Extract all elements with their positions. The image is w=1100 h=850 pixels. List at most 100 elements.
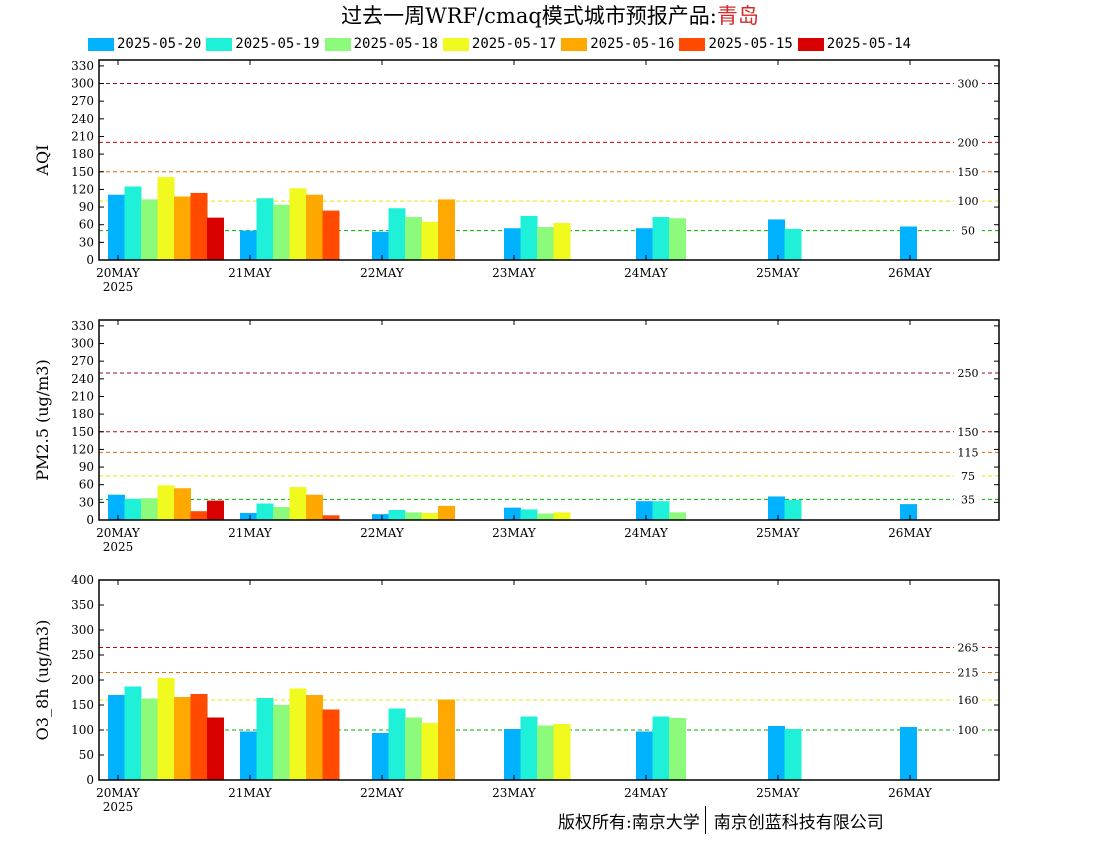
legend-label: 2025-05-20 <box>117 36 202 52</box>
x-year-label: 2025 <box>103 540 134 554</box>
bar <box>124 686 142 780</box>
y-tick-label: 30 <box>79 235 94 249</box>
x-tick-label: 21MAY <box>228 526 273 540</box>
x-tick-label: 20MAY <box>96 526 141 540</box>
bar <box>256 698 274 780</box>
bar <box>405 717 422 780</box>
bar <box>372 231 389 260</box>
bar <box>157 485 175 520</box>
bar <box>520 215 538 260</box>
bar <box>652 217 670 260</box>
y-tick-label: 200 <box>71 673 94 687</box>
legend-swatch <box>442 37 469 51</box>
bar <box>240 512 257 520</box>
bar <box>372 514 389 520</box>
x-tick-label: 21MAY <box>228 266 273 280</box>
bar <box>768 726 785 780</box>
bar <box>636 731 653 780</box>
y-tick-label: 60 <box>79 478 94 492</box>
bar <box>190 511 208 520</box>
copyright-text: 版权所有:南京大学 <box>558 812 700 833</box>
bar <box>537 227 554 260</box>
y-tick-label: 210 <box>71 129 94 143</box>
threshold-label: 250 <box>958 367 979 380</box>
bar <box>636 228 653 260</box>
y-tick-label: 120 <box>71 182 94 196</box>
bar <box>207 500 224 520</box>
bar <box>174 697 191 780</box>
y-tick-label: 90 <box>79 200 94 214</box>
bar <box>108 194 125 260</box>
bar <box>652 716 670 780</box>
threshold-label-bg <box>954 493 982 506</box>
legend-item-5: 2025-05-15 <box>679 35 793 53</box>
threshold-label: 150 <box>958 166 979 179</box>
bar <box>240 731 257 780</box>
bar <box>900 727 917 780</box>
bar <box>537 513 554 520</box>
y-tick-label: 300 <box>71 337 94 351</box>
bar <box>372 733 389 780</box>
x-tick-label: 24MAY <box>624 266 669 280</box>
chart-panel-0: 300 200 150 100 50 0 30 60 90 120 150 180 210 240 270 3… <box>33 59 1000 294</box>
threshold-label: 115 <box>958 446 979 459</box>
x-tick-label: 22MAY <box>360 266 405 280</box>
bar <box>273 507 290 520</box>
bar <box>289 487 307 520</box>
chart-panel-1: 250 150 115 75 35 0 30 60 90 120 150 180 210 240 270 30… <box>33 319 1000 554</box>
x-tick-label: 22MAY <box>360 526 405 540</box>
chart-title: 过去一周WRF/cmaq模式城市预报产品:青岛 <box>0 0 1100 32</box>
bar <box>652 501 670 520</box>
bar <box>900 226 917 260</box>
bar <box>108 494 125 520</box>
bar <box>174 196 191 260</box>
legend-label: 2025-05-14 <box>826 36 912 52</box>
x-tick-label: 22MAY <box>360 786 405 800</box>
y-tick-label: 100 <box>71 723 94 737</box>
bar <box>520 509 538 520</box>
y-tick-label: 150 <box>71 698 94 712</box>
y-tick-label: 0 <box>86 253 94 267</box>
bar <box>388 708 406 780</box>
bar <box>504 729 521 780</box>
bar <box>421 512 439 520</box>
bar <box>388 510 406 520</box>
bar <box>207 717 224 780</box>
bar <box>306 194 323 260</box>
bar <box>405 217 422 260</box>
legend-label: 2025-05-17 <box>471 36 557 52</box>
legend-swatch <box>324 37 351 51</box>
y-tick-label: 350 <box>71 598 94 612</box>
bar <box>124 498 142 520</box>
bar <box>322 210 340 260</box>
y-tick-label: 0 <box>86 513 94 527</box>
threshold-label: 75 <box>961 470 975 483</box>
title-main: 过去一周WRF/cmaq模式城市预报产品: <box>341 4 717 28</box>
x-tick-label: 24MAY <box>624 526 669 540</box>
bar <box>108 695 125 780</box>
legend-label: 2025-05-19 <box>235 36 320 52</box>
legend-label: 2025-05-16 <box>590 36 675 52</box>
threshold-label: 300 <box>958 78 979 91</box>
legend-item-4: 2025-05-16 <box>561 35 674 53</box>
bar <box>438 199 455 260</box>
threshold-label: 35 <box>961 493 975 506</box>
x-tick-label: 24MAY <box>624 786 669 800</box>
x-tick-label: 26MAY <box>888 786 933 800</box>
threshold-label: 100 <box>958 195 979 208</box>
bar <box>537 725 554 780</box>
legend-swatch <box>206 37 233 51</box>
bar <box>207 217 224 260</box>
y-axis-title: PM2.5 (ug/m3) <box>33 359 52 480</box>
x-tick-label: 26MAY <box>888 266 933 280</box>
threshold-label-bg <box>954 641 982 654</box>
x-tick-label: 20MAY <box>96 786 141 800</box>
y-tick-label: 300 <box>71 77 94 91</box>
legend: 2025-05-20 2025-05-19 2025-05-18 2025-05… <box>88 35 916 53</box>
threshold-label-bg <box>954 666 982 679</box>
title-city: 青岛 <box>716 4 759 28</box>
threshold-label-bg <box>954 446 982 459</box>
x-year-label: 2025 <box>103 280 134 294</box>
threshold-label-bg <box>954 136 982 149</box>
